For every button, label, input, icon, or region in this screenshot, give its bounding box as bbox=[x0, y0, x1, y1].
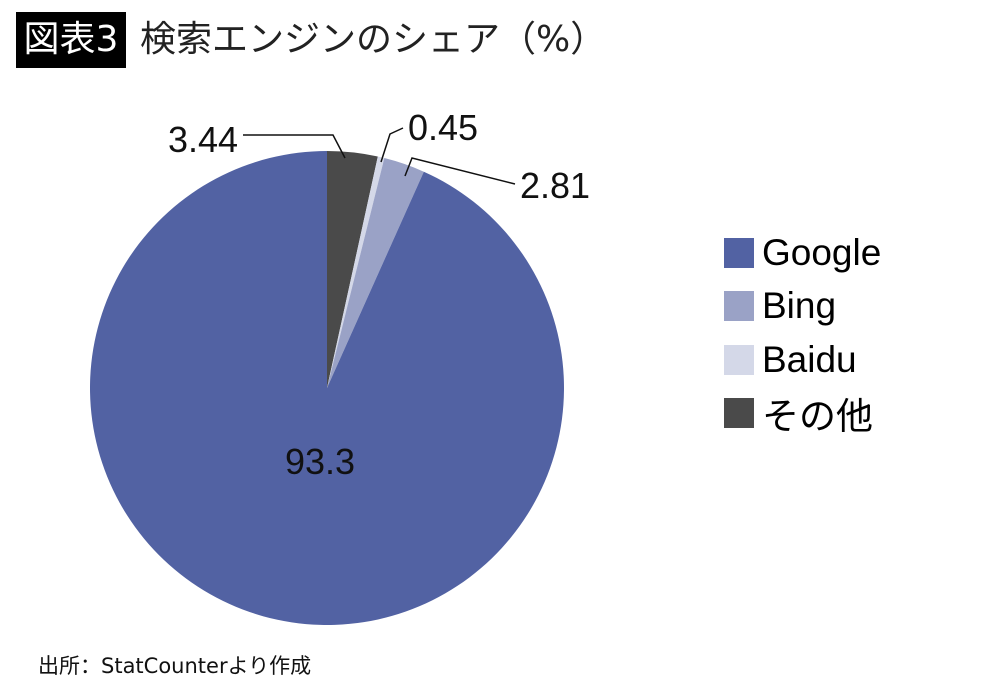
data-label: 0.45 bbox=[408, 107, 478, 148]
data-label: 2.81 bbox=[520, 165, 590, 206]
legend-label: Google bbox=[762, 231, 882, 273]
legend-label: Bing bbox=[762, 285, 837, 327]
pie-slice-その他 bbox=[327, 151, 378, 388]
leader-line bbox=[404, 157, 516, 185]
figure-number-badge: 図表3 bbox=[16, 12, 126, 68]
legend-item-google: Google bbox=[724, 226, 881, 280]
chart-title: 検索エンジンのシェア（%） bbox=[140, 19, 607, 60]
source-note: 出所：StatCounterより作成 bbox=[38, 654, 312, 678]
leader-line bbox=[380, 127, 404, 163]
pie-slice-Bing bbox=[327, 158, 424, 388]
legend-label: Baidu bbox=[762, 338, 857, 380]
legend: Google Bing Baidu その他 bbox=[724, 226, 881, 440]
legend-item-baidu: Baidu bbox=[724, 333, 881, 387]
legend-swatch bbox=[724, 237, 754, 268]
pie-slice-Google bbox=[89, 151, 564, 625]
legend-item-bing: Bing bbox=[724, 280, 881, 334]
legend-swatch bbox=[724, 398, 754, 429]
data-label: 93.3 bbox=[285, 441, 355, 482]
legend-swatch bbox=[724, 344, 754, 375]
legend-swatch bbox=[724, 291, 754, 322]
pie-slice-Baidu bbox=[327, 156, 385, 388]
legend-label: その他 bbox=[762, 396, 873, 438]
legend-item-other: その他 bbox=[724, 387, 881, 441]
data-label: 3.44 bbox=[168, 119, 238, 160]
leader-line bbox=[243, 134, 346, 159]
